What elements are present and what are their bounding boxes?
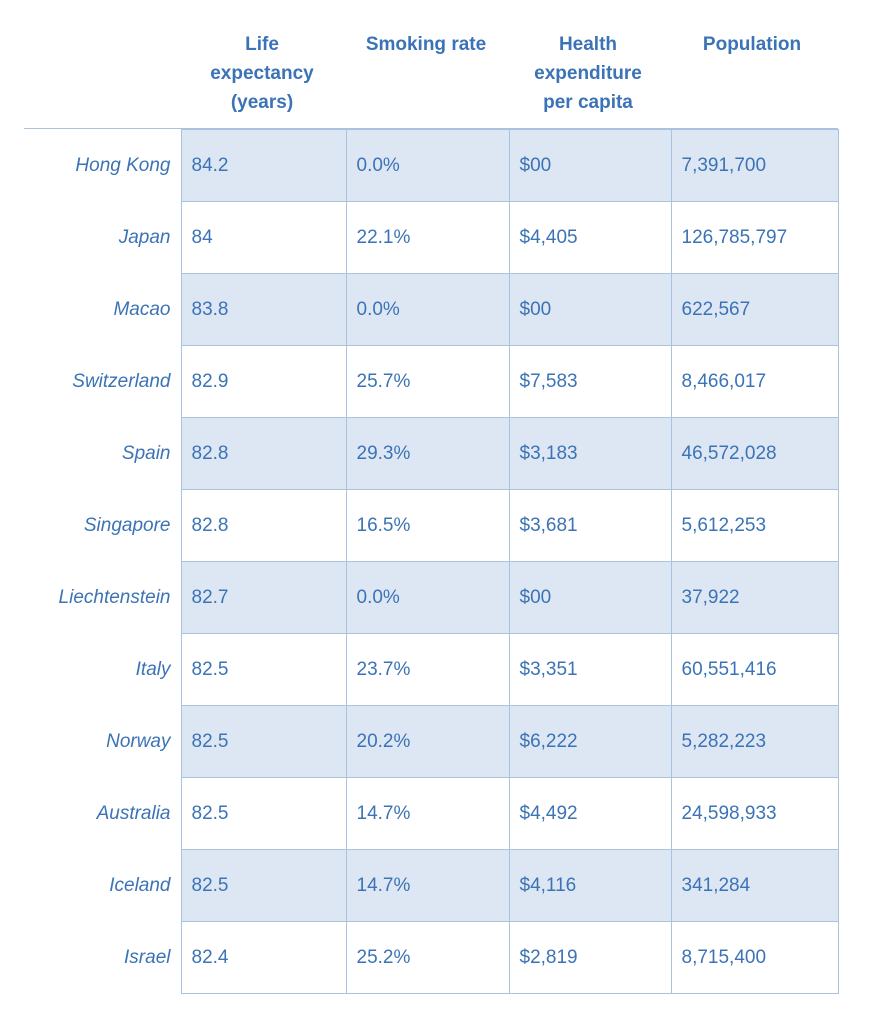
table-header: Life expectancy (years) Smoking rate Hea… <box>0 30 896 130</box>
header-health-line-3: per capita <box>543 92 633 113</box>
smoking-rate-cell: 20.2% <box>345 705 510 778</box>
health-expenditure-cell: $3,681 <box>508 489 672 562</box>
smoking-rate-cell: 14.7% <box>345 777 510 850</box>
smoking-rate-cell: 0.0% <box>345 273 510 346</box>
header-health-line-1: Health <box>558 34 618 55</box>
population-cell: 8,466,017 <box>670 345 839 418</box>
life-expectancy-cell: 82.5 <box>180 777 347 850</box>
life-expectancy-cell: 82.8 <box>180 489 347 562</box>
table-row: Australia 82.5 14.7% $4,492 24,598,933 <box>24 777 839 850</box>
life-expectancy-cell: 83.8 <box>180 273 347 346</box>
population-cell: 60,551,416 <box>670 633 839 706</box>
table-row: Switzerland 82.9 25.7% $7,583 8,466,017 <box>24 345 839 418</box>
health-expenditure-cell: $00 <box>508 273 672 346</box>
population-cell: 5,612,253 <box>670 489 839 562</box>
health-expenditure-cell: $6,222 <box>508 705 672 778</box>
life-expectancy-cell: 82.7 <box>180 561 347 634</box>
life-expectancy-cell: 84 <box>180 201 347 274</box>
health-expenditure-cell: $00 <box>508 561 672 634</box>
health-expenditure-cell: $4,492 <box>508 777 672 850</box>
country-name: Israel <box>124 946 171 968</box>
table-row: Liechtenstein 82.7 0.0% $00 37,922 <box>24 561 839 634</box>
country-name: Hong Kong <box>75 154 171 176</box>
population-cell: 341,284 <box>670 849 839 922</box>
smoking-rate-cell: 22.1% <box>345 201 510 274</box>
life-expectancy-cell: 84.2 <box>180 129 347 202</box>
header-life-expectancy: Life expectancy (years) <box>186 30 338 117</box>
header-life-line-2: expectancy <box>210 63 314 84</box>
table-row: Spain 82.8 29.3% $3,183 46,572,028 <box>24 417 839 490</box>
smoking-rate-cell: 29.3% <box>345 417 510 490</box>
population-cell: 7,391,700 <box>670 129 839 202</box>
smoking-rate-cell: 16.5% <box>345 489 510 562</box>
header-smoking-line-1: Smoking rate <box>365 34 487 55</box>
population-cell: 46,572,028 <box>670 417 839 490</box>
health-expenditure-cell: $3,351 <box>508 633 672 706</box>
table-row: Singapore 82.8 16.5% $3,681 5,612,253 <box>24 489 839 562</box>
header-population: Population <box>676 30 828 59</box>
smoking-rate-cell: 0.0% <box>345 561 510 634</box>
life-expectancy-cell: 82.5 <box>180 633 347 706</box>
health-expenditure-cell: $00 <box>508 129 672 202</box>
smoking-rate-cell: 23.7% <box>345 633 510 706</box>
table-row: Italy 82.5 23.7% $3,351 60,551,416 <box>24 633 839 706</box>
table-row: Norway 82.5 20.2% $6,222 5,282,223 <box>24 705 839 778</box>
health-expenditure-cell: $2,819 <box>508 921 672 994</box>
life-expectancy-cell: 82.5 <box>180 705 347 778</box>
table-row: Iceland 82.5 14.7% $4,116 341,284 <box>24 849 839 922</box>
population-cell: 8,715,400 <box>670 921 839 994</box>
population-cell: 24,598,933 <box>670 777 839 850</box>
country-name: Norway <box>106 730 171 752</box>
header-life-line-1: Life <box>245 34 279 55</box>
life-expectancy-cell: 82.9 <box>180 345 347 418</box>
country-name: Spain <box>121 442 171 464</box>
smoking-rate-cell: 25.7% <box>345 345 510 418</box>
health-expenditure-cell: $3,183 <box>508 417 672 490</box>
smoking-rate-cell: 25.2% <box>345 921 510 994</box>
country-name: Macao <box>113 298 171 320</box>
country-table: Hong Kong 84.2 0.0% $00 7,391,700 Japan 84 22.1… <box>24 129 839 994</box>
table-row: Japan 84 22.1% $4,405 126,785,797 <box>24 201 839 274</box>
header-smoking-rate: Smoking rate <box>350 30 502 59</box>
header-divider <box>24 128 838 129</box>
health-expenditure-cell: $7,583 <box>508 345 672 418</box>
population-cell: 5,282,223 <box>670 705 839 778</box>
smoking-rate-cell: 0.0% <box>345 129 510 202</box>
life-expectancy-cell: 82.8 <box>180 417 347 490</box>
table-row: Macao 83.8 0.0% $00 622,567 <box>24 273 839 346</box>
population-cell: 126,785,797 <box>670 201 839 274</box>
country-name: Japan <box>118 226 171 248</box>
population-cell: 622,567 <box>670 273 839 346</box>
country-name: Iceland <box>109 874 171 896</box>
life-expectancy-cell: 82.4 <box>180 921 347 994</box>
header-health-line-2: expenditure <box>534 63 642 84</box>
table-row: Israel 82.4 25.2% $2,819 8,715,400 <box>24 921 839 994</box>
country-name: Liechtenstein <box>58 586 171 608</box>
health-expenditure-cell: $4,405 <box>508 201 672 274</box>
life-expectancy-cell: 82.5 <box>180 849 347 922</box>
table-body: Hong Kong 84.2 0.0% $00 7,391,700 Japan 84 22.1… <box>24 129 839 994</box>
table-row: Hong Kong 84.2 0.0% $00 7,391,700 <box>24 129 839 202</box>
header-life-line-3: (years) <box>230 92 294 113</box>
country-name: Singapore <box>83 514 171 536</box>
country-name: Italy <box>135 658 171 680</box>
smoking-rate-cell: 14.7% <box>345 849 510 922</box>
country-name: Switzerland <box>72 370 171 392</box>
header-health-expenditure: Health expenditure per capita <box>512 30 664 117</box>
country-name: Australia <box>96 802 171 824</box>
population-cell: 37,922 <box>670 561 839 634</box>
health-expenditure-cell: $4,116 <box>508 849 672 922</box>
header-population-line-1: Population <box>702 34 802 55</box>
